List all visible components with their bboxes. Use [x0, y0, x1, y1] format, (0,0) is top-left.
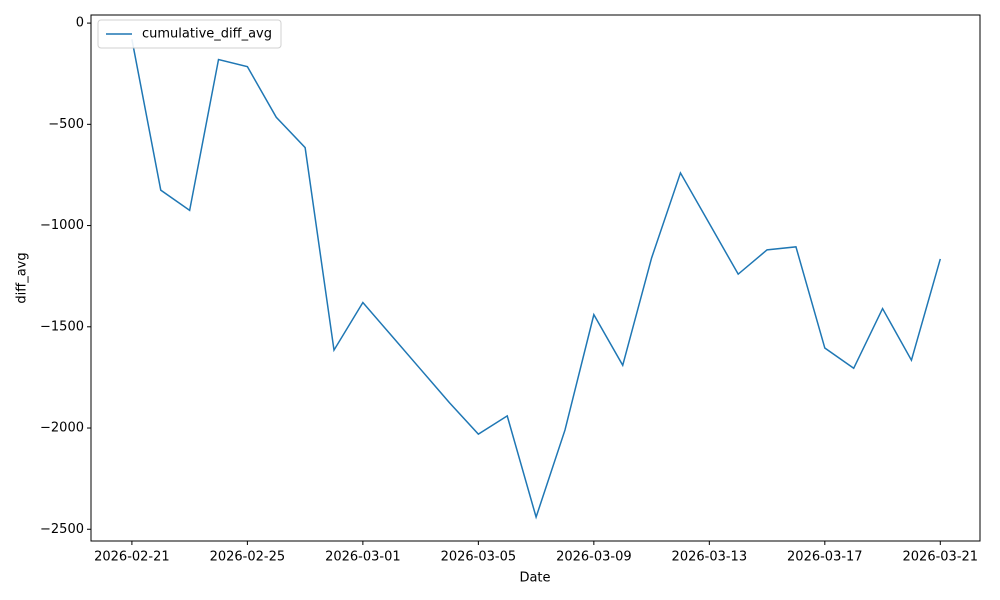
y-tick-label: −2000 [40, 421, 84, 436]
x-tick-label: 2026-03-21 [903, 550, 979, 565]
legend-box [97, 19, 282, 49]
y-axis-label: diff_avg [15, 252, 30, 303]
x-tick-label: 2026-02-21 [94, 550, 170, 565]
x-tick-label: 2026-03-01 [325, 550, 401, 565]
x-axis-label: Date [519, 571, 550, 586]
x-tick-label: 2026-03-05 [441, 550, 517, 565]
x-tick-label: 2026-02-25 [210, 550, 286, 565]
y-tick-label: −500 [48, 117, 84, 132]
legend-label: cumulative_diff_avg [142, 27, 272, 42]
y-tick-label: −2500 [40, 522, 84, 537]
plot-frame [90, 14, 981, 542]
y-tick-label: 0 [76, 16, 84, 31]
x-tick-label: 2026-03-17 [787, 550, 863, 565]
x-tick-label: 2026-03-13 [672, 550, 748, 565]
line-series [131, 39, 942, 520]
y-tick-label: −1500 [40, 319, 84, 334]
y-tick-label: −1000 [40, 218, 84, 233]
x-tick-label: 2026-03-09 [556, 550, 632, 565]
